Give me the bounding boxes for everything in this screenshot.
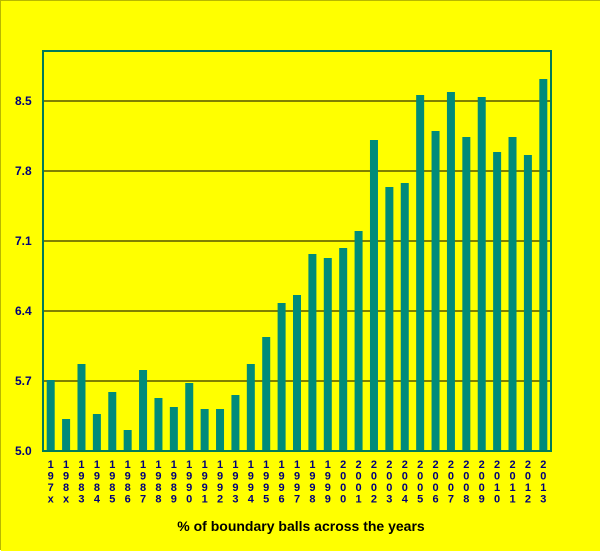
bar (446, 92, 455, 451)
bar (62, 419, 71, 451)
bar (77, 364, 86, 451)
bar (154, 398, 163, 451)
bars (46, 79, 548, 451)
bar (385, 187, 394, 451)
y-axis-tick-labels: 5.0 5.7 6.4 7.1 7.8 8.5 (15, 94, 32, 458)
y-tick-label: 7.8 (15, 164, 32, 178)
bar (169, 407, 178, 451)
plot-border (42, 50, 552, 452)
y-tick-label: 7.1 (15, 234, 32, 248)
bar (308, 254, 317, 451)
bar (200, 409, 209, 451)
bar (123, 430, 132, 451)
bar (46, 380, 55, 451)
y-tick-label: 5.0 (15, 444, 32, 458)
bar (139, 370, 148, 451)
bar (339, 248, 348, 451)
bar (108, 392, 117, 451)
bar (400, 183, 409, 451)
bar (462, 137, 471, 451)
bar (293, 295, 301, 451)
x-axis-tick-labels: 1 9 7 x 1 9 8 x 1 9 8 3 1 9 8 4 1 9 8 5 1 9 8 6 1 9 8 7 1 9 8 8 1 9 8 9 1 9 9 0… (48, 459, 547, 506)
bar (354, 231, 363, 451)
bar (231, 395, 240, 451)
bar (246, 364, 255, 451)
bar (431, 131, 440, 451)
bar (185, 383, 194, 451)
bar (216, 409, 225, 451)
bar (369, 140, 378, 451)
bar (262, 337, 271, 451)
bar (92, 414, 101, 451)
bar (493, 152, 502, 451)
bar (323, 258, 332, 451)
x-axis-title: % of boundary balls across the years (177, 518, 425, 534)
bar (477, 97, 486, 451)
y-tick-label: 5.7 (15, 374, 32, 388)
bar (277, 303, 286, 451)
y-tick-label: 8.5 (15, 94, 32, 108)
bar (539, 79, 548, 451)
bar (416, 95, 425, 451)
bar (508, 137, 517, 451)
bar (523, 155, 532, 451)
y-tick-label: 6.4 (15, 304, 32, 318)
